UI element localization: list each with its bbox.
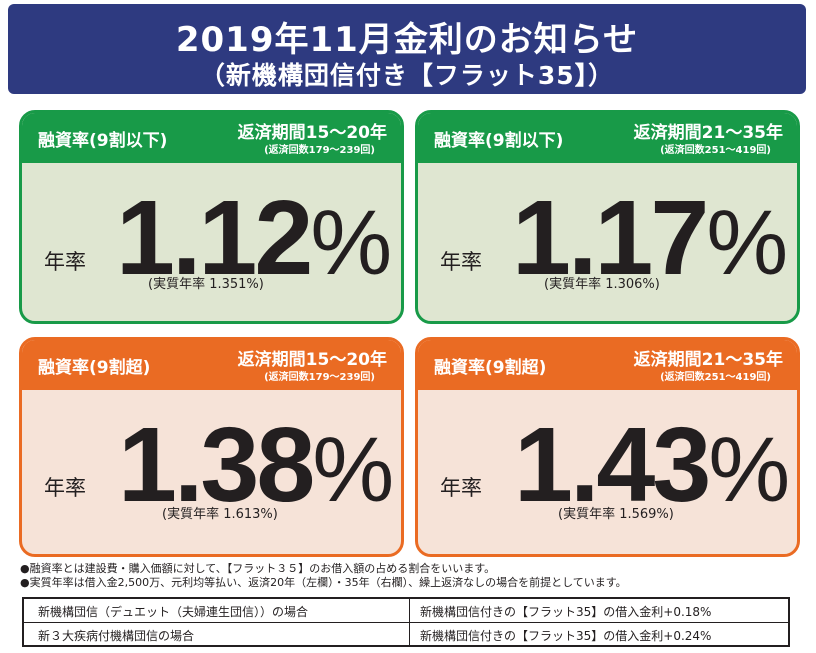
rate-card-gt90-15-20: 融資率(9割超) 返済期間15～20年 (返済回数179～239回) 年率 1.…: [19, 337, 404, 557]
repayment-count-label: (返済回数179～239回): [264, 145, 375, 156]
footnote-effective-rate: ●実質年率は借入金2,500万、元利均等払い、返済20年（左欄）・35年（右欄）…: [20, 576, 627, 589]
card-header: 融資率(9割以下) 返済期間21～35年 (返済回数251～419回): [418, 113, 797, 163]
rate-card-gt90-21-35: 融資率(9割超) 返済期間21～35年 (返済回数251～419回) 年率 1.…: [415, 337, 800, 557]
effective-rate: (実質年率 1.351%): [148, 277, 264, 292]
percent-sign: %: [708, 419, 791, 521]
rate-card-le90-21-35: 融資率(9割以下) 返済期間21～35年 (返済回数251～419回) 年率 1…: [415, 110, 800, 324]
repayment-count-label: (返済回数179～239回): [264, 372, 375, 383]
annual-label: 年率: [440, 250, 482, 274]
repayment-period-label: 返済期間21～35年: [633, 123, 783, 143]
insurance-table: 新機構団信（デュエット（夫婦連生団信））の場合 新機構団信付きの【フラット35】…: [22, 597, 790, 647]
repayment-period-label: 返済期間21～35年: [633, 350, 783, 370]
loan-ratio-label: 融資率(9割以下): [434, 131, 564, 151]
table-cell-rate-adjustment: 新機構団信付きの【フラット35】の借入金利+0.18%: [420, 605, 712, 619]
rate-value: 1.12: [116, 179, 313, 297]
loan-ratio-label: 融資率(9割超): [434, 358, 547, 378]
percent-sign: %: [706, 192, 789, 294]
interest-rate: 1.43%: [514, 412, 790, 518]
rate-value: 1.17: [512, 179, 709, 297]
table-cell-insurance-type: 新３大疾病付機構団信の場合: [38, 629, 195, 643]
rate-value: 1.38: [118, 406, 315, 524]
card-header: 融資率(9割超) 返済期間21～35年 (返済回数251～419回): [418, 340, 797, 390]
card-header: 融資率(9割超) 返済期間15～20年 (返済回数179～239回): [22, 340, 401, 390]
repayment-period-label: 返済期間15～20年: [237, 123, 387, 143]
rate-value: 1.43: [514, 406, 711, 524]
interest-rate: 1.38%: [118, 412, 394, 518]
table-cell-rate-adjustment: 新機構団信付きの【フラット35】の借入金利+0.24%: [420, 629, 712, 643]
repayment-count-label: (返済回数251～419回): [660, 145, 771, 156]
card-header: 融資率(9割以下) 返済期間15～20年 (返済回数179～239回): [22, 113, 401, 163]
table-cell-insurance-type: 新機構団信（デュエット（夫婦連生団信））の場合: [38, 605, 309, 619]
repayment-count-label: (返済回数251～419回): [660, 372, 771, 383]
loan-ratio-label: 融資率(9割超): [38, 358, 151, 378]
effective-rate: (実質年率 1.306%): [544, 277, 660, 292]
effective-rate: (実質年率 1.613%): [162, 507, 278, 522]
interest-rate: 1.12%: [116, 185, 392, 291]
page-title: 2019年11月金利のお知らせ: [175, 20, 639, 60]
percent-sign: %: [310, 192, 393, 294]
interest-rate: 1.17%: [512, 185, 788, 291]
rate-card-le90-15-20: 融資率(9割以下) 返済期間15～20年 (返済回数179～239回) 年率 1…: [19, 110, 404, 324]
table-row: 新機構団信（デュエット（夫婦連生団信））の場合 新機構団信付きの【フラット35】…: [24, 599, 788, 623]
annual-label: 年率: [44, 250, 86, 274]
repayment-period-label: 返済期間15～20年: [237, 350, 387, 370]
annual-label: 年率: [44, 476, 86, 500]
header-banner: 2019年11月金利のお知らせ （新機構団信付き【フラット35】）: [8, 4, 806, 94]
footnote-loan-ratio: ●融資率とは建設費・購入価額に対して、【フラット３５】のお借入額の占める割合をい…: [20, 562, 496, 575]
footnotes: ●融資率とは建設費・購入価額に対して、【フラット３５】のお借入額の占める割合をい…: [20, 562, 810, 590]
annual-label: 年率: [440, 476, 482, 500]
loan-ratio-label: 融資率(9割以下): [38, 131, 168, 151]
table-row: 新３大疾病付機構団信の場合 新機構団信付きの【フラット35】の借入金利+0.24…: [24, 623, 788, 646]
effective-rate: (実質年率 1.569%): [558, 507, 674, 522]
percent-sign: %: [312, 419, 395, 521]
page-subtitle: （新機構団信付き【フラット35】）: [199, 61, 615, 90]
